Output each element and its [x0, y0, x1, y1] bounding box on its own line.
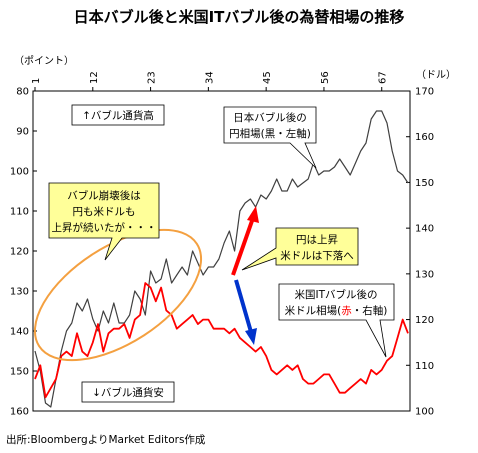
left-unit-label: （ポイント） — [14, 55, 74, 67]
callout-divergence-line1: 円は上昇 — [296, 234, 338, 246]
x-tick-label-3: 34 — [204, 71, 215, 84]
callout-divergence-line2: 米ドルは下落へ — [280, 249, 354, 262]
left-tick-label-8: 160 — [10, 407, 29, 418]
right-tick-label-0: 100 — [415, 407, 434, 418]
callout-collapse-line2: 円も米ドルも — [73, 205, 136, 218]
source-note: 出所:BloombergよりMarket Editors作成 — [6, 434, 206, 446]
callout-us-line2: 米ドル相場(赤・右軸) — [285, 304, 388, 317]
left-axis-ticks: 80 90 100 110 120 130 140 150 160 — [10, 87, 37, 418]
right-tick-label-2: 120 — [415, 315, 434, 326]
left-tick-label-4: 120 — [10, 247, 29, 258]
right-tick-label-1: 110 — [415, 361, 434, 372]
callout-japan: 日本バブル後の 円相場(黒・左軸) — [223, 106, 317, 169]
right-tick-label-6: 160 — [415, 132, 434, 143]
callout-us: 米国ITバブル後の 米ドル相場(赤・右軸) — [278, 283, 395, 358]
right-axis-ticks: 100 110 120 130 140 150 160 170 — [406, 87, 434, 418]
chart-title: 日本バブル後と米国ITバブル後の為替相場の推移 — [74, 8, 405, 26]
callout-us-suffix: ・右軸) — [352, 304, 388, 317]
callout-collapse-line1: バブル崩壊後は — [67, 189, 141, 202]
left-tick-label-0: 80 — [16, 87, 29, 98]
yen-high-box — [71, 104, 165, 126]
highlight-ellipse — [33, 228, 203, 362]
x-tick-label-0: 1 — [31, 78, 42, 84]
x-tick-label-6: 67 — [378, 71, 389, 84]
series-lines — [34, 110, 409, 408]
series-line-usd — [34, 282, 409, 399]
yen-high-label: ↑バブル通貨高 — [82, 109, 154, 122]
left-tick-label-2: 100 — [10, 167, 29, 178]
arrow-down-blue — [234, 279, 257, 345]
arrow-up-red — [231, 206, 259, 276]
callout-collapse: バブル崩壊後は 円も米ドルも 上昇が続いたが・・・ — [48, 182, 160, 261]
left-tick-label-6: 140 — [10, 327, 29, 338]
x-tick-labels: 1 12 23 34 45 56 67 — [31, 71, 389, 91]
x-tick-label-5: 56 — [320, 71, 331, 84]
plot-area — [32, 90, 411, 412]
right-tick-label-5: 150 — [415, 178, 434, 189]
right-unit-label: （ドル） — [416, 69, 456, 81]
callout-japan-line1: 日本バブル後の — [233, 111, 307, 124]
right-tick-label-7: 170 — [415, 87, 434, 98]
x-tick-label-1: 12 — [89, 71, 100, 84]
callout-collapse-line3: 上昇が続いたが・・・ — [52, 221, 157, 234]
callout-us-line1: 米国ITバブル後の — [294, 288, 377, 301]
x-tick-label-4: 45 — [262, 71, 273, 84]
callout-japan-line2: 円相場(黒・左軸) — [229, 127, 311, 140]
left-tick-label-5: 130 — [10, 287, 29, 298]
callout-us-prefix: 米ドル相場( — [285, 304, 342, 317]
left-tick-label-1: 90 — [16, 127, 29, 138]
right-tick-label-4: 140 — [415, 224, 434, 235]
left-tick-label-3: 110 — [10, 207, 29, 218]
left-tick-label-7: 150 — [10, 367, 29, 378]
yen-low-box — [81, 381, 175, 403]
yen-low-label: ↓バブル通貨安 — [92, 386, 164, 399]
callout-divergence: 円は上昇 米ドルは下落へ — [241, 227, 359, 271]
x-tick-label-2: 23 — [147, 71, 158, 84]
right-tick-label-3: 130 — [415, 269, 434, 280]
callout-us-red: 赤 — [341, 305, 352, 317]
